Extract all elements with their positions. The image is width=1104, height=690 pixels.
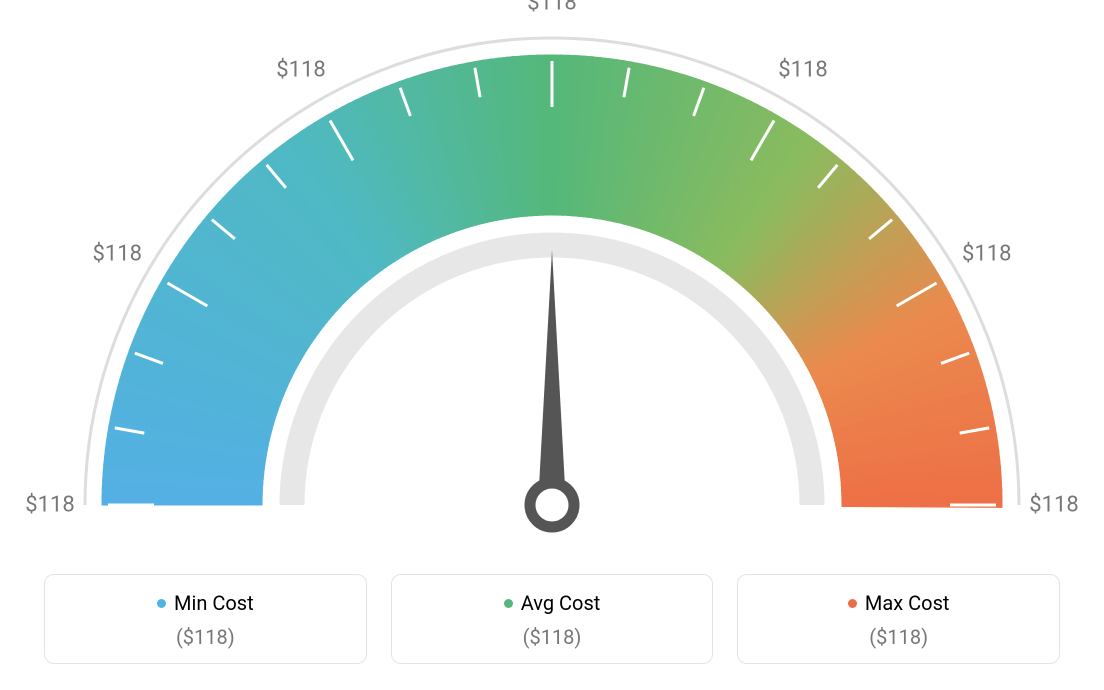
gauge-chart: $118 $118 $118 $118 $118 $118 $118 [0, 0, 1104, 560]
legend-value-max: ($118) [748, 625, 1049, 649]
gauge-svg [0, 0, 1104, 560]
legend-label-min: Min Cost [174, 591, 254, 615]
legend-value-min: ($118) [55, 625, 356, 649]
legend-dot-min [157, 599, 166, 608]
legend-dot-max [848, 599, 857, 608]
gauge-scale-label: $118 [962, 242, 1011, 267]
legend-label-max: Max Cost [865, 591, 950, 615]
gauge-scale-label: $118 [93, 242, 142, 267]
cost-gauge-widget: $118 $118 $118 $118 $118 $118 $118 Min Cost ($… [0, 0, 1104, 690]
gauge-scale-label: $118 [276, 58, 325, 83]
legend-title-avg: Avg Cost [402, 591, 703, 615]
legend-card-avg: Avg Cost ($118) [391, 574, 714, 664]
legend-row: Min Cost ($118) Avg Cost ($118) Max Cost… [44, 574, 1060, 664]
gauge-scale-label: $118 [1029, 493, 1078, 518]
gauge-scale-label: $118 [778, 58, 827, 83]
legend-card-max: Max Cost ($118) [737, 574, 1060, 664]
legend-card-min: Min Cost ($118) [44, 574, 367, 664]
gauge-scale-label: $118 [25, 493, 74, 518]
legend-title-max: Max Cost [748, 591, 1049, 615]
legend-dot-avg [504, 599, 513, 608]
legend-title-min: Min Cost [55, 591, 356, 615]
legend-value-avg: ($118) [402, 625, 703, 649]
gauge-scale-label: $118 [527, 0, 576, 16]
legend-label-avg: Avg Cost [521, 591, 601, 615]
